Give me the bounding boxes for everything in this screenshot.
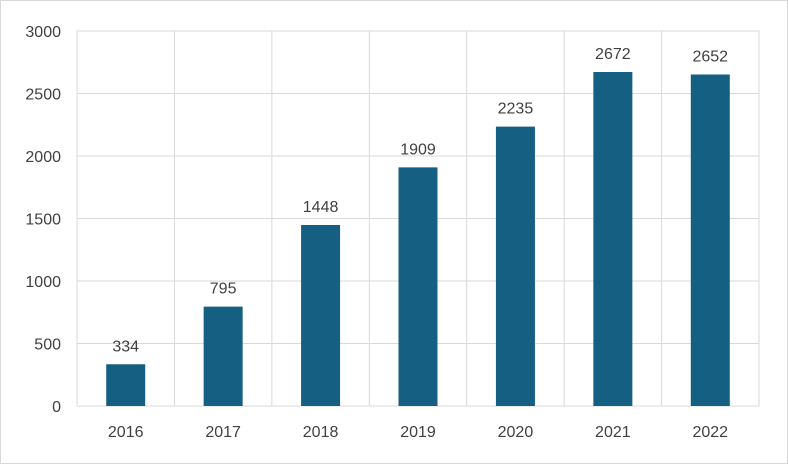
label-layer: 0 500 1000 1500 2000 2500 3000 334 2016 795 2017 14… <box>25 24 728 441</box>
bar-2021 <box>593 72 633 406</box>
bar-2020 <box>495 126 535 406</box>
y-tick-label: 0 <box>52 399 61 416</box>
bar-2017 <box>203 306 243 406</box>
y-tick-label: 2000 <box>25 149 61 166</box>
x-tick-label-2018: 2018 <box>303 424 339 441</box>
y-tick-label: 3000 <box>25 24 61 41</box>
data-label-2017: 795 <box>210 281 237 298</box>
x-tick-label-2019: 2019 <box>400 424 436 441</box>
bar-2018 <box>301 225 341 406</box>
x-tick-label-2016: 2016 <box>108 424 144 441</box>
data-label-2020: 2235 <box>498 101 534 118</box>
y-tick-label: 2500 <box>25 87 61 104</box>
data-label-2019: 1909 <box>400 141 436 158</box>
bar-2016 <box>106 364 146 406</box>
bar-2022 <box>690 74 730 406</box>
data-label-2016: 334 <box>112 338 139 355</box>
grid-layer <box>76 30 760 407</box>
data-label-2021: 2672 <box>595 46 631 63</box>
data-label-2022: 2652 <box>692 49 728 66</box>
x-tick-label-2022: 2022 <box>692 424 728 441</box>
x-tick-label-2017: 2017 <box>205 424 241 441</box>
y-tick-label: 500 <box>34 337 61 354</box>
x-tick-label-2020: 2020 <box>498 424 534 441</box>
data-label-2018: 1448 <box>303 199 339 216</box>
bar-2019 <box>398 167 438 406</box>
bar-layer <box>106 72 730 406</box>
x-tick-label-2021: 2021 <box>595 424 631 441</box>
y-tick-label: 1000 <box>25 274 61 291</box>
y-tick-label: 1500 <box>25 212 61 229</box>
